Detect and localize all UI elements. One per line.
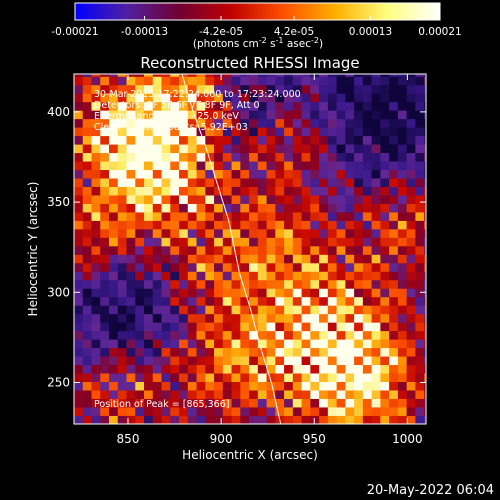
heatmap-image xyxy=(74,74,426,424)
colorbar-tick-label: -4.2e-05 xyxy=(199,26,243,38)
solar-limb-curve xyxy=(181,74,282,424)
x-axis-ticks: 850 900 950 1000 xyxy=(117,74,423,446)
x-tick-label: 1000 xyxy=(392,432,423,446)
x-axis-label: Heliocentric X (arcsec) xyxy=(182,448,318,462)
annotation-peak-position: Position of Peak = [865,366] xyxy=(94,399,229,410)
annotation-detectors: Detectors: 3F 5F 6F 7F 8F 9F, Att 0 xyxy=(94,100,260,111)
colorbar-tick-label: 0.00013 xyxy=(349,26,392,38)
y-tick-label: 350 xyxy=(47,195,70,209)
y-tick-label: 250 xyxy=(47,376,70,390)
plot-frame xyxy=(73,73,427,425)
y-tick-label: 300 xyxy=(47,285,70,299)
x-tick-label: 900 xyxy=(210,432,233,446)
annotation-energy: Energy Range: 12.0 - 25.0 keV xyxy=(94,111,239,122)
y-tick-label: 400 xyxy=(47,105,70,119)
colorbar-tick-label: 0.00021 xyxy=(418,26,461,38)
annotation-method-counts: Clean Total Counts: 5.92E+03 xyxy=(94,122,248,133)
colorbar-units: (photons cm-2 s-1 asec-2) xyxy=(193,36,323,50)
colorbar xyxy=(74,2,441,21)
colorbar-ticks: -0.00021 -0.00013 -4.2e-05 4.2e-05 0.00013 0.… xyxy=(51,16,462,38)
chart-title: Reconstructed RHESSI Image xyxy=(140,54,359,72)
colorbar-tick-label: -0.00013 xyxy=(121,26,168,38)
x-tick-label: 950 xyxy=(303,432,326,446)
x-tick-label: 850 xyxy=(117,432,140,446)
y-axis-label: Heliocentric Y (arcsec) xyxy=(26,182,40,317)
annotation-time-range: 30-Mar-2015 17:22:24.000 to 17:23:24.000 xyxy=(94,89,301,100)
colorbar-tick-label: 4.2e-05 xyxy=(274,26,314,38)
y-axis-ticks: 250 300 350 400 xyxy=(47,105,426,390)
colorbar-tick-label: -0.00021 xyxy=(51,26,98,38)
plot-date-stamp: 20-May-2022 06:04 xyxy=(367,483,494,498)
